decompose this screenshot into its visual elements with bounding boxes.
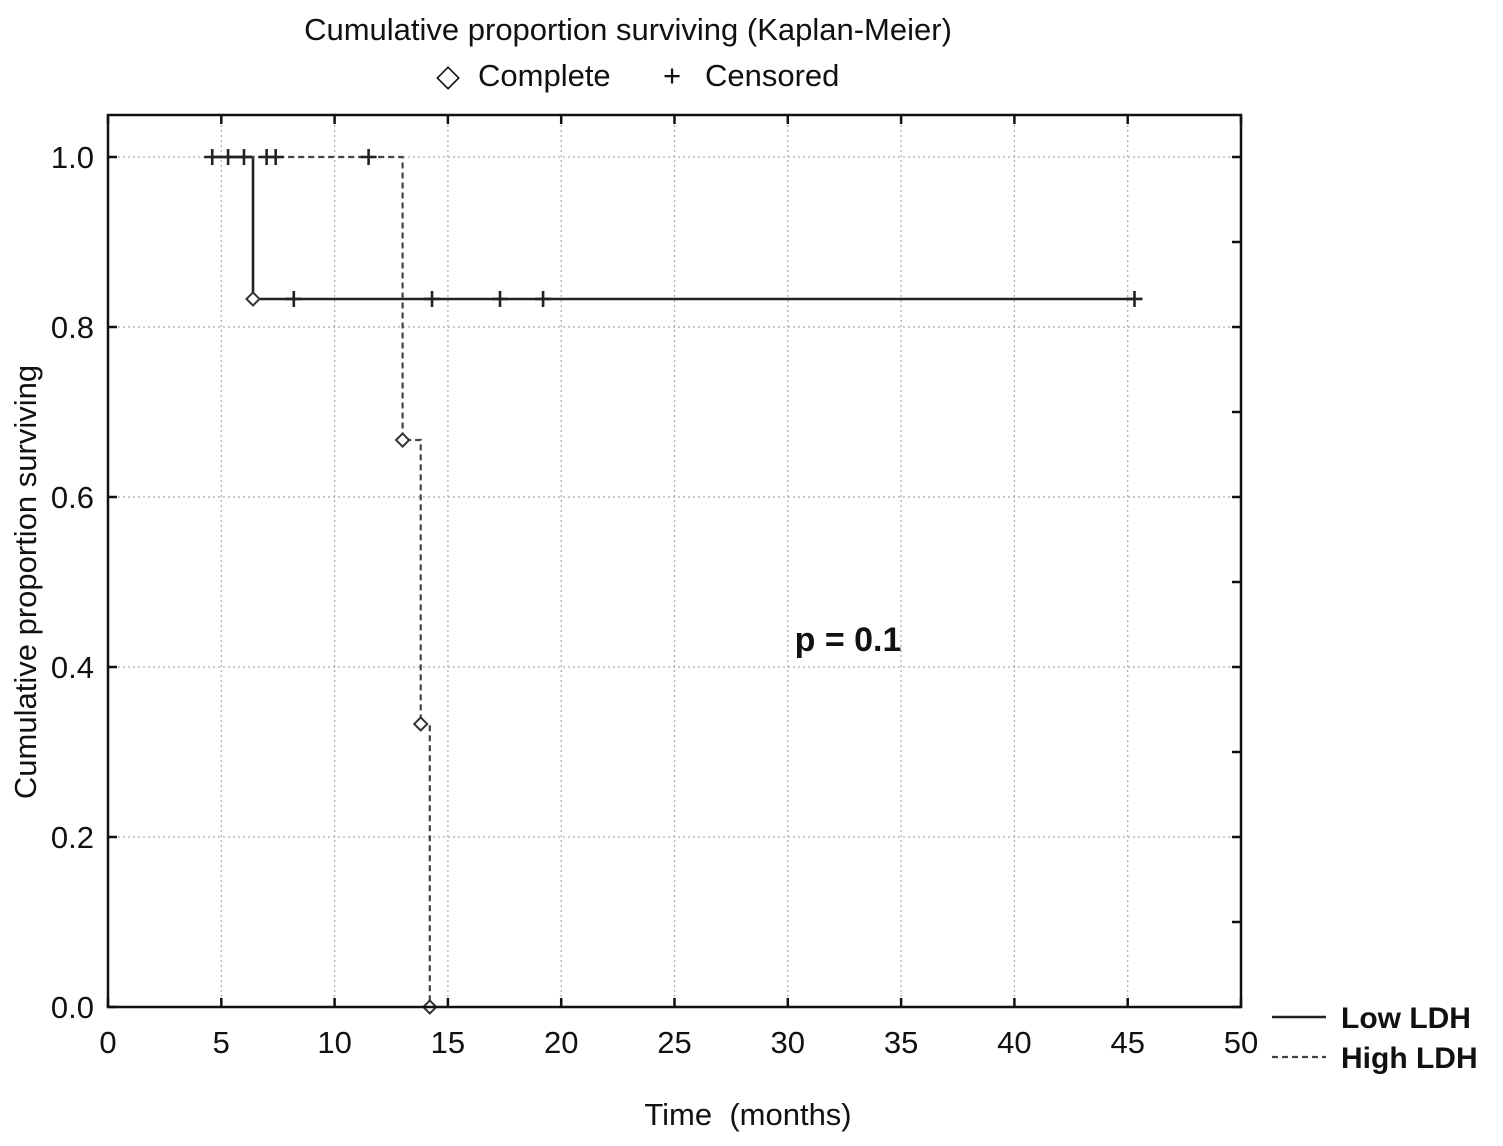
x-tick-label: 50 — [1224, 1025, 1258, 1060]
legend-censored-label: Censored — [705, 58, 839, 93]
x-axis-label: Time (months) — [644, 1097, 851, 1132]
y-tick-label: 1.0 — [51, 140, 94, 175]
p-value-annotation: p = 0.1 — [795, 621, 902, 659]
x-tick-label: 25 — [657, 1025, 691, 1060]
low-ldh-censored-marker — [424, 290, 441, 307]
series-legend: Low LDH High LDH — [1272, 1002, 1478, 1075]
x-tick-label: 15 — [431, 1025, 465, 1060]
legend-complete-symbol: ◇ — [436, 58, 460, 93]
low-ldh-censored-marker — [535, 290, 552, 307]
y-tick-labels: 0.0 0.2 0.4 0.6 0.8 1.0 — [51, 140, 94, 1025]
low-ldh-survival-line — [212, 155, 1135, 301]
x-tick-labels: 0 5 10 15 20 25 30 35 40 45 50 — [99, 1025, 1258, 1060]
x-tick-label: 30 — [771, 1025, 805, 1060]
axis-ticks — [106, 115, 1243, 1009]
low-ldh-censored-marker — [235, 149, 252, 165]
x-tick-label: 40 — [997, 1025, 1031, 1060]
low-ldh-censored-marker — [492, 290, 509, 307]
x-tick-label: 5 — [213, 1025, 230, 1060]
high-ldh-event-marker — [394, 432, 411, 448]
low-ldh-event-marker — [245, 291, 261, 307]
legend-censored-symbol: + — [663, 58, 681, 93]
high-ldh-censored-marker — [267, 149, 284, 165]
y-tick-label: 0.2 — [51, 820, 94, 855]
y-axis-label: Cumulative proportion surviving — [8, 365, 43, 799]
marker-layer — [204, 149, 1143, 1015]
low-ldh-censored-marker — [1126, 290, 1143, 307]
y-tick-label: 0.8 — [51, 310, 94, 345]
y-tick-label: 0.6 — [51, 480, 94, 515]
high-ldh-censored-marker — [360, 149, 377, 165]
x-tick-label: 35 — [884, 1025, 918, 1060]
high-ldh-survival-line — [228, 155, 431, 1007]
series-layer — [212, 155, 1135, 1007]
grid-lines — [108, 115, 1241, 1007]
legend-complete-label: Complete — [478, 58, 611, 93]
x-tick-label: 0 — [99, 1025, 116, 1060]
y-tick-label: 0.0 — [51, 990, 94, 1025]
marker-legend: ◇ Complete + Censored — [436, 58, 839, 93]
x-tick-label: 20 — [544, 1025, 578, 1060]
y-tick-label: 0.4 — [51, 650, 94, 685]
high-ldh-censored-marker — [220, 149, 237, 165]
high-ldh-event-marker — [412, 716, 429, 732]
low-ldh-censored-marker — [204, 149, 221, 165]
x-tick-label: 45 — [1110, 1025, 1144, 1060]
legend-low-label: Low LDH — [1341, 1002, 1471, 1035]
low-ldh-censored-marker — [285, 290, 302, 307]
chart-title: Cumulative proportion surviving (Kaplan-… — [304, 12, 952, 47]
x-tick-label: 10 — [317, 1025, 351, 1060]
legend-high-label: High LDH — [1341, 1042, 1478, 1075]
